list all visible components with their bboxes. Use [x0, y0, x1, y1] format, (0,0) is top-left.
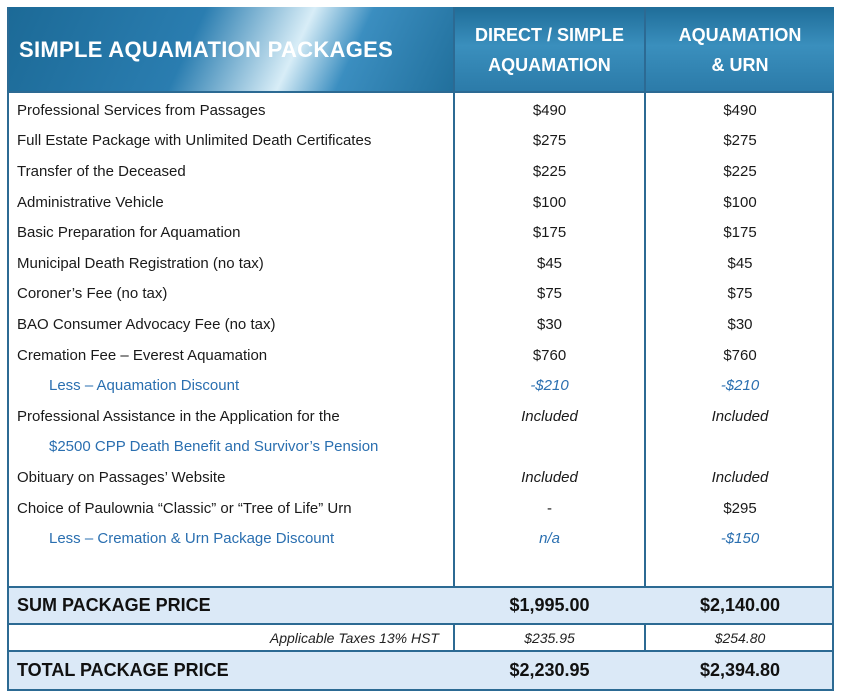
line-item: BAO Consumer Advocacy Fee (no tax) $30 $30 — [9, 309, 832, 340]
sum-row-background — [9, 588, 832, 623]
line-item-value-direct: - — [547, 499, 552, 517]
line-item-value-urn: $175 — [723, 224, 757, 242]
table-title-text: SIMPLE AQUAMATION PACKAGES — [19, 37, 394, 62]
line-item-label: Municipal Death Registration (no tax) — [17, 254, 264, 272]
sum-label: SUM PACKAGE PRICE — [17, 595, 211, 615]
line-item: Basic Preparation for Aquamation $175 $175 — [9, 217, 832, 248]
line-item-label: Transfer of the Deceased — [17, 162, 186, 180]
line-item: Transfer of the Deceased $225 $225 — [9, 156, 832, 187]
discount-item: Less – Cremation & Urn Package Discount n… — [9, 523, 832, 554]
line-item-value-urn — [646, 432, 834, 463]
discount-value-urn: -$210 — [720, 377, 760, 395]
line-item: Choice of Paulownia “Classic” or “Tree o… — [9, 493, 832, 524]
total-row: TOTAL PACKAGE PRICE $2,230.95 $2,394.80 — [9, 652, 832, 689]
column-divider-1 — [453, 7, 455, 691]
tax-value-urn: $254.80 — [714, 629, 766, 646]
line-item-value-direct: $175 — [532, 224, 567, 242]
column-divider-2 — [644, 7, 646, 691]
discount-item-label: Less – Aquamation Discount — [49, 377, 240, 395]
line-item-value-urn: $295 — [723, 499, 757, 517]
table-title: SIMPLE AQUAMATION PACKAGES — [9, 7, 463, 93]
discount-value-direct: n/a — [539, 530, 560, 548]
line-item-value-urn: Included — [711, 407, 769, 425]
column-header-urn-line2: & URN — [711, 55, 769, 75]
line-item-value-direct — [455, 432, 644, 463]
line-item-value-direct: $45 — [536, 254, 563, 272]
line-item-value-direct: $275 — [532, 132, 567, 150]
line-item-value-urn: $490 — [723, 101, 757, 119]
line-item-value-urn: $100 — [723, 193, 757, 211]
tax-value-direct: $235.95 — [524, 629, 575, 646]
column-header-urn: AQUAMATION & URN — [646, 7, 834, 93]
line-item-value-urn: Included — [711, 468, 769, 486]
tax-row: Applicable Taxes 13% HST $235.95 $254.80 — [9, 625, 832, 650]
discount-value-direct: -$210 — [530, 377, 569, 395]
line-item-label: Coroner’s Fee (no tax) — [17, 285, 168, 303]
line-item-value-urn: $30 — [727, 315, 753, 333]
discount-item: Less – Aquamation Discount -$210 -$210 — [9, 370, 832, 401]
line-item-continuation: $2500 CPP Death Benefit and Survivor’s P… — [9, 432, 832, 463]
sum-row: SUM PACKAGE PRICE $1,995.00 $2,140.00 — [9, 588, 832, 623]
line-item: Coroner’s Fee (no tax) $75 $75 — [9, 279, 832, 310]
line-item-value-urn: $225 — [723, 162, 757, 180]
line-item-value-urn: $45 — [727, 254, 753, 272]
discount-value-urn: -$150 — [720, 530, 760, 548]
line-item-label: Full Estate Package with Unlimited Death… — [17, 132, 372, 150]
sum-value-direct: $1,995.00 — [509, 595, 590, 615]
column-header-direct-line1: DIRECT / SIMPLE — [474, 25, 624, 45]
column-header-urn-line1: AQUAMATION — [678, 25, 802, 45]
line-item: Municipal Death Registration (no tax) $45… — [9, 248, 832, 279]
line-item-value-direct: $30 — [536, 315, 563, 333]
total-label: TOTAL PACKAGE PRICE — [17, 660, 229, 680]
sum-value-urn: $2,140.00 — [699, 595, 781, 615]
line-item-label: Obituary on Passages’ Website — [17, 468, 226, 486]
total-row-background — [9, 652, 832, 689]
line-item-value-direct: $100 — [532, 193, 567, 211]
line-item-label: Administrative Vehicle — [17, 193, 164, 211]
total-value-direct: $2,230.95 — [509, 660, 590, 680]
line-item: Obituary on Passages’ Website Included Inc… — [9, 462, 832, 493]
line-item-value-urn: $75 — [727, 285, 753, 303]
line-item-label: Professional Assistance in the Applicati… — [17, 407, 340, 425]
pricing-table — [7, 7, 834, 691]
line-item-value-direct: Included — [521, 468, 578, 486]
line-item: Administrative Vehicle $100 $100 — [9, 187, 832, 218]
line-item-label: Choice of Paulownia “Classic” or “Tree o… — [17, 499, 352, 517]
tax-divider — [7, 650, 834, 652]
line-item-label: Basic Preparation for Aquamation — [17, 224, 241, 242]
items-divider — [7, 586, 834, 588]
column-header-direct: DIRECT / SIMPLE AQUAMATION — [455, 7, 644, 93]
line-item-label: Cremation Fee – Everest Aquamation — [17, 346, 268, 364]
line-item-label: Professional Services from Passages — [17, 101, 266, 119]
line-item-value-direct: $225 — [532, 162, 567, 180]
line-item-label: BAO Consumer Advocacy Fee (no tax) — [17, 315, 276, 333]
total-value-urn: $2,394.80 — [699, 660, 781, 680]
line-item-value-direct: Included — [521, 407, 578, 425]
line-item-value-urn: $760 — [723, 346, 757, 364]
sum-divider — [7, 623, 834, 625]
line-item-label: $2500 CPP Death Benefit and Survivor’s P… — [49, 438, 379, 456]
header-divider — [7, 91, 834, 93]
line-item-value-direct: $75 — [536, 285, 563, 303]
line-item: Full Estate Package with Unlimited Death… — [9, 126, 832, 157]
line-item-value-direct: $490 — [532, 101, 567, 119]
discount-item-label: Less – Cremation & Urn Package Discount — [49, 530, 335, 548]
tax-label: Applicable Taxes 13% HST — [269, 629, 439, 646]
line-item: Professional Assistance in the Applicati… — [9, 401, 832, 432]
line-item-value-urn: $275 — [723, 132, 757, 150]
line-item-value-direct: $760 — [532, 346, 567, 364]
line-item: Professional Services from Passages $490 $… — [9, 95, 832, 126]
line-item: Cremation Fee – Everest Aquamation $760 $7… — [9, 340, 832, 371]
column-header-direct-line2: AQUAMATION — [488, 55, 611, 75]
